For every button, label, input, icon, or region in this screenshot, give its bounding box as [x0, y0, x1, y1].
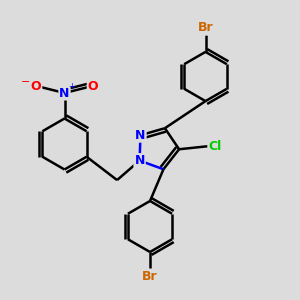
Text: Cl: Cl: [208, 140, 222, 153]
Text: +: +: [68, 82, 74, 91]
Text: Br: Br: [142, 269, 158, 283]
Text: N: N: [59, 86, 70, 100]
Text: O: O: [31, 80, 41, 94]
Text: O: O: [88, 80, 98, 94]
Text: N: N: [134, 154, 145, 167]
Text: −: −: [21, 76, 30, 87]
Text: N: N: [135, 129, 146, 142]
Text: Br: Br: [198, 21, 213, 34]
